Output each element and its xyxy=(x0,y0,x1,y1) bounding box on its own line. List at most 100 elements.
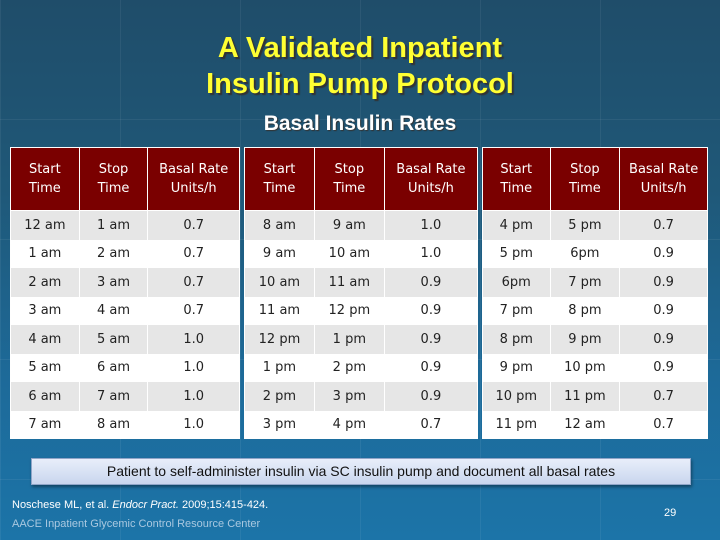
start-time-cell: 4 am xyxy=(10,325,80,354)
table-row: 12 am 1 am 0.7 xyxy=(10,210,240,240)
stop-time-cell: 1 am xyxy=(78,210,149,240)
table-row: 2 am 3 am 0.7 xyxy=(10,268,240,297)
table-row: 7 am 8 am 1.0 xyxy=(10,410,240,439)
table-row: 3 pm 4 pm 0.7 xyxy=(244,410,479,439)
table-row: 10 pm 11 pm 0.7 xyxy=(482,382,708,411)
basal-rate-cell: 0.9 xyxy=(619,239,708,268)
header-text: Time xyxy=(333,181,366,196)
start-time-cell: 1 am xyxy=(10,239,80,268)
stop-time-cell: 11 am xyxy=(313,268,385,297)
basal-rate-cell: 0.7 xyxy=(147,296,240,325)
stop-time-cell: 10 am xyxy=(313,239,385,268)
header-text: Units/h xyxy=(640,181,687,196)
citation-journal: Endocr Pract. xyxy=(112,499,179,511)
start-time-cell: 8 am xyxy=(244,210,315,240)
table-row: 11 am 12 pm 0.9 xyxy=(244,296,479,325)
stop-time-cell: 2 pm xyxy=(313,353,385,382)
header-text: Start xyxy=(28,162,61,177)
stop-time-cell: 2 am xyxy=(78,239,149,268)
table-row: 7 pm 8 pm 0.9 xyxy=(482,296,708,325)
table-row: 10 am 11 am 0.9 xyxy=(244,268,479,297)
basal-rate-cell: 1.0 xyxy=(147,382,240,411)
note-box: Patient to self-administer insulin via S… xyxy=(31,458,691,485)
stop-time-cell: 12 pm xyxy=(313,296,385,325)
table-row: 6pm 7 pm 0.9 xyxy=(482,268,708,297)
citation-authors: Noschese ML, et al. xyxy=(12,499,113,511)
header-row: Start Time Stop Time Basal Rate Units/h xyxy=(244,147,479,211)
basal-rate-cell: 0.9 xyxy=(383,325,479,354)
table-row: 5 pm 6pm 0.9 xyxy=(482,239,708,268)
start-time-cell: 12 am xyxy=(10,210,80,240)
stop-time-cell: 7 am xyxy=(78,382,149,411)
basal-rate-cell: 1.0 xyxy=(383,239,479,268)
page-number: 29 xyxy=(664,507,677,519)
stop-time-cell: 3 am xyxy=(78,268,149,297)
stop-time-cell: 11 pm xyxy=(549,382,621,411)
start-time-cell: 6 am xyxy=(10,382,80,411)
stop-time-cell: 8 pm xyxy=(549,296,621,325)
basal-rate-cell: 0.7 xyxy=(383,410,479,439)
basal-rate-cell: 0.9 xyxy=(383,382,479,411)
table-row: 11 pm 12 am 0.7 xyxy=(482,410,708,439)
stop-time-cell: 1 pm xyxy=(313,325,385,354)
start-time-cell: 5 pm xyxy=(482,239,551,268)
slide-subtitle: Basal Insulin Rates xyxy=(263,112,457,135)
table-row: 8 am 9 am 1.0 xyxy=(244,210,479,240)
slide-title: A Validated Inpatient Insulin Pump Proto… xyxy=(0,30,720,102)
stop-time-cell: 6 am xyxy=(78,353,149,382)
start-time-cell: 8 pm xyxy=(482,325,551,354)
header-text: Time xyxy=(568,181,601,196)
table-row: 6 am 7 am 1.0 xyxy=(10,382,240,411)
start-time-cell: 10 pm xyxy=(482,382,551,411)
table-row: 2 pm 3 pm 0.9 xyxy=(244,382,479,411)
table-row: 9 pm 10 pm 0.9 xyxy=(482,353,708,382)
stop-time-cell: 3 pm xyxy=(313,382,385,411)
start-time-cell: 5 am xyxy=(10,353,80,382)
stop-time-header: Stop Time xyxy=(313,147,385,211)
start-time-cell: 9 am xyxy=(244,239,315,268)
header-text: Time xyxy=(500,181,533,196)
stop-time-cell: 6pm xyxy=(549,239,621,268)
start-time-header: Start Time xyxy=(10,147,80,211)
start-time-header: Start Time xyxy=(244,147,315,211)
stop-time-cell: 8 am xyxy=(78,410,149,439)
basal-rate-cell: 1.0 xyxy=(383,210,479,240)
header-text: Time xyxy=(263,181,296,196)
stop-time-header: Stop Time xyxy=(549,147,621,211)
title-line-1: A Validated Inpatient xyxy=(217,32,503,64)
start-time-cell: 10 am xyxy=(244,268,315,297)
basal-rate-header: Basal Rate Units/h xyxy=(147,147,240,211)
header-text: Stop xyxy=(334,162,365,177)
stop-time-cell: 9 am xyxy=(313,210,385,240)
basal-rate-cell: 0.7 xyxy=(147,210,240,240)
stop-time-cell: 5 pm xyxy=(549,210,621,240)
table-row: 12 pm 1 pm 0.9 xyxy=(244,325,479,354)
table-row: 9 am 10 am 1.0 xyxy=(244,239,479,268)
stop-time-cell: 9 pm xyxy=(549,325,621,354)
start-time-cell: 2 pm xyxy=(244,382,315,411)
basal-rate-cell: 0.7 xyxy=(619,382,708,411)
stop-time-cell: 4 am xyxy=(78,296,149,325)
header-text: Basal Rate xyxy=(396,162,466,177)
stop-time-cell: 12 am xyxy=(549,410,621,439)
header-row: Start Time Stop Time Basal Rate Units/h xyxy=(10,147,240,211)
table-row: 8 pm 9 pm 0.9 xyxy=(482,325,708,354)
stop-time-cell: 5 am xyxy=(78,325,149,354)
start-time-cell: 2 am xyxy=(10,268,80,297)
header-text: Time xyxy=(28,181,61,196)
header-text: Basal Rate xyxy=(629,162,699,177)
stop-time-cell: 4 pm xyxy=(313,410,385,439)
header-text: Units/h xyxy=(407,181,454,196)
table-row: 3 am 4 am 0.7 xyxy=(10,296,240,325)
basal-rate-cell: 0.9 xyxy=(619,268,708,297)
basal-rate-cell: 1.0 xyxy=(147,325,240,354)
start-time-cell: 6pm xyxy=(482,268,551,297)
start-time-cell: 1 pm xyxy=(244,353,315,382)
start-time-cell: 11 am xyxy=(244,296,315,325)
basal-rate-cell: 0.7 xyxy=(147,239,240,268)
basal-rate-cell: 0.9 xyxy=(619,353,708,382)
footer-text: AACE Inpatient Glycemic Control Resource… xyxy=(12,518,261,530)
start-time-cell: 3 am xyxy=(10,296,80,325)
header-text: Start xyxy=(500,162,533,177)
header-text: Stop xyxy=(570,162,600,177)
